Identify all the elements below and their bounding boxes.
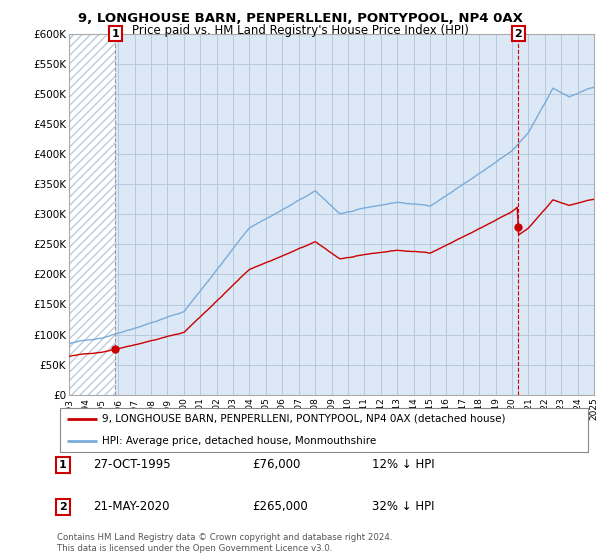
Text: £265,000: £265,000 [252,500,308,514]
Text: 2: 2 [59,502,67,512]
Text: 32% ↓ HPI: 32% ↓ HPI [372,500,434,514]
FancyBboxPatch shape [59,408,589,452]
Text: 2: 2 [514,29,522,39]
Text: 9, LONGHOUSE BARN, PENPERLLENI, PONTYPOOL, NP4 0AX: 9, LONGHOUSE BARN, PENPERLLENI, PONTYPOO… [77,12,523,25]
Text: £76,000: £76,000 [252,458,301,472]
Text: 1: 1 [59,460,67,470]
Text: 1: 1 [112,29,119,39]
Bar [69,34,115,395]
Text: 21-MAY-2020: 21-MAY-2020 [93,500,170,514]
Text: 9, LONGHOUSE BARN, PENPERLLENI, PONTYPOOL, NP4 0AX (detached house): 9, LONGHOUSE BARN, PENPERLLENI, PONTYPOO… [103,414,506,424]
Text: Price paid vs. HM Land Registry's House Price Index (HPI): Price paid vs. HM Land Registry's House … [131,24,469,36]
Text: 27-OCT-1995: 27-OCT-1995 [93,458,170,472]
Text: HPI: Average price, detached house, Monmouthshire: HPI: Average price, detached house, Monm… [103,436,377,446]
Text: Contains HM Land Registry data © Crown copyright and database right 2024.
This d: Contains HM Land Registry data © Crown c… [57,533,392,553]
Text: 12% ↓ HPI: 12% ↓ HPI [372,458,434,472]
